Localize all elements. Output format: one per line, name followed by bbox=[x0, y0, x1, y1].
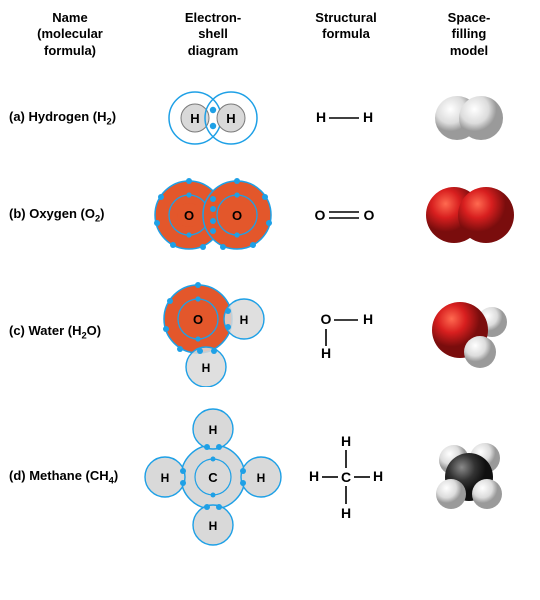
col-header-spacefill: Space-fillingmodel bbox=[409, 10, 529, 73]
svg-text:H: H bbox=[202, 361, 211, 375]
row-name-hydrogen: (a) Hydrogen (H2) bbox=[5, 109, 135, 127]
shell-diagram-hydrogen: H H bbox=[143, 73, 283, 163]
spacefill-oxygen bbox=[409, 170, 529, 260]
col-header-shell: Electron-shelldiagram bbox=[143, 10, 283, 73]
row-name-water: (c) Water (H2O) bbox=[5, 323, 135, 341]
shell-diagram-oxygen: O O bbox=[143, 163, 283, 267]
spacefill-hydrogen bbox=[409, 73, 529, 163]
svg-text:H: H bbox=[240, 313, 249, 327]
shell-diagram-methane: C H H H H bbox=[143, 397, 283, 557]
structural-hydrogen: H H bbox=[291, 88, 401, 148]
svg-text:H: H bbox=[321, 345, 331, 361]
svg-text:H: H bbox=[209, 423, 218, 437]
svg-text:O: O bbox=[193, 312, 203, 327]
svg-text:O: O bbox=[232, 208, 242, 223]
svg-text:O: O bbox=[184, 208, 194, 223]
spacefill-water bbox=[409, 282, 529, 382]
spacefill-methane bbox=[409, 422, 529, 532]
svg-text:H: H bbox=[373, 468, 383, 484]
structural-methane: H H C H H bbox=[291, 422, 401, 532]
svg-text:O: O bbox=[364, 207, 375, 223]
svg-text:C: C bbox=[208, 470, 218, 485]
row-name-oxygen: (b) Oxygen (O2) bbox=[5, 206, 135, 224]
svg-text:H: H bbox=[341, 433, 351, 449]
svg-text:O: O bbox=[321, 311, 332, 327]
svg-text:H: H bbox=[209, 519, 218, 533]
molecules-table: Name(molecularformula) Electron-shelldia… bbox=[5, 10, 535, 557]
svg-text:H: H bbox=[363, 109, 373, 125]
svg-text:H: H bbox=[226, 111, 235, 126]
col-header-name: Name(molecularformula) bbox=[5, 10, 135, 73]
svg-text:H: H bbox=[161, 471, 170, 485]
svg-text:H: H bbox=[257, 471, 266, 485]
structural-oxygen: O O bbox=[291, 185, 401, 245]
svg-text:C: C bbox=[341, 469, 351, 485]
structural-water: O H H bbox=[291, 292, 401, 372]
svg-text:H: H bbox=[341, 505, 351, 521]
shell-diagram-water: O H H bbox=[143, 267, 283, 397]
col-header-structural: Structuralformula bbox=[291, 10, 401, 57]
svg-text:H: H bbox=[316, 109, 326, 125]
row-name-methane: (d) Methane (CH4) bbox=[5, 468, 135, 486]
svg-text:H: H bbox=[309, 468, 319, 484]
svg-text:H: H bbox=[190, 111, 199, 126]
svg-text:H: H bbox=[363, 311, 373, 327]
svg-text:O: O bbox=[315, 207, 326, 223]
